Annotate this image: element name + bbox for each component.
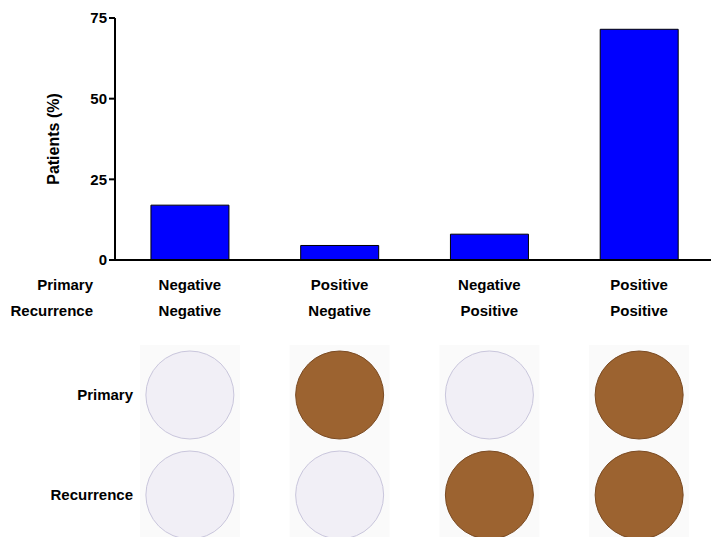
svg-text:Negative: Negative: [159, 302, 222, 319]
svg-text:Recurrence: Recurrence: [10, 302, 93, 319]
svg-text:0: 0: [99, 251, 107, 268]
svg-text:Primary: Primary: [77, 386, 134, 403]
svg-text:Patients (%): Patients (%): [45, 93, 62, 185]
svg-text:75: 75: [90, 9, 107, 26]
svg-text:Negative: Negative: [458, 276, 521, 293]
svg-text:Positive: Positive: [610, 276, 668, 293]
svg-text:Positive: Positive: [610, 302, 668, 319]
svg-text:Primary: Primary: [37, 276, 94, 293]
svg-text:25: 25: [90, 171, 107, 188]
svg-text:Negative: Negative: [159, 276, 222, 293]
svg-text:Negative: Negative: [308, 302, 371, 319]
svg-text:Positive: Positive: [311, 276, 369, 293]
svg-text:Positive: Positive: [461, 302, 519, 319]
svg-text:50: 50: [90, 90, 107, 107]
svg-text:Recurrence: Recurrence: [50, 486, 133, 503]
